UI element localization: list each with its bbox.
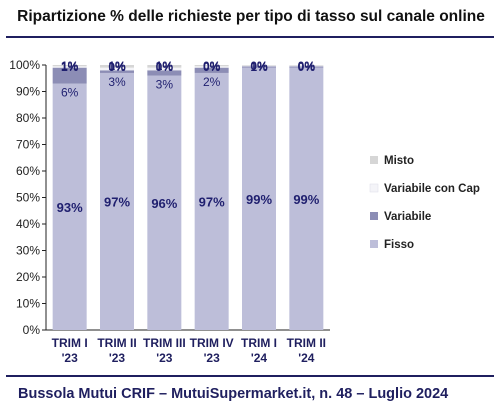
legend-label-fisso: Fisso [384, 239, 414, 251]
data-label-fisso: 99% [246, 192, 272, 207]
bar-segment-variabile [52, 67, 87, 84]
data-label-variabile: 6% [61, 86, 79, 100]
bar-segment-variabile [194, 67, 229, 73]
y-tick-label: 40% [16, 217, 40, 231]
legend-label-variabile-con-cap: Variabile con Cap [384, 183, 480, 195]
data-label-misto: 0% [203, 60, 221, 74]
bar-segment-variabile-con-cap [100, 67, 134, 71]
bar-segment-fisso [147, 75, 182, 330]
data-label-misto: 0% [156, 60, 174, 74]
bar-segment-variabile [100, 70, 134, 73]
y-tick-label: 70% [16, 138, 40, 152]
bar-segment-variabile [242, 66, 276, 68]
bar-segment-fisso [194, 72, 229, 330]
bar-segment-fisso [242, 67, 276, 331]
data-label-fisso: 96% [151, 196, 177, 211]
x-tick-label: TRIM II [287, 336, 326, 350]
bar-segment-misto [194, 65, 229, 67]
y-tick-label: 80% [16, 111, 40, 125]
data-label-fisso: 97% [104, 194, 130, 209]
stacked-bar-chart: 0% 10% 20% 30% 40% 50% 60% 70% 80% 90% 100% 93% 6% 1%… [9, 58, 480, 365]
x-tick-label: '24 [251, 351, 268, 365]
bar-segment-fisso [289, 67, 324, 331]
y-tick-label: 60% [16, 164, 40, 178]
bar-segment-variabile-con-cap [147, 67, 182, 71]
y-tick-label: 0% [23, 323, 41, 337]
legend-swatch-fisso [370, 240, 378, 248]
x-tick-label: '23 [109, 351, 126, 365]
y-tick-label: 100% [9, 58, 40, 72]
data-label-variabile-con-cap: 0% [298, 59, 316, 73]
x-tick-label: '23 [156, 351, 173, 365]
x-tick-label: '24 [298, 351, 315, 365]
x-tick-label: TRIM I [241, 336, 277, 350]
x-tick-label: TRIM I [52, 336, 88, 350]
bar-segment-misto [52, 65, 87, 67]
data-label-variabile: 3% [156, 78, 174, 92]
bar-segment-fisso [100, 72, 134, 330]
legend-swatch-variabile-con-cap [369, 183, 379, 193]
data-label-variabile-con-cap: 0% [250, 59, 268, 73]
footer-source: Bussola Mutui CRIF – MutuiSupermarket.it… [18, 386, 449, 402]
data-label-variabile: 3% [108, 75, 126, 89]
legend-label-misto: Misto [384, 155, 414, 167]
bar-segment-misto [147, 65, 182, 68]
x-tick-label: TRIM IV [190, 336, 234, 350]
bar-segment-misto [100, 65, 134, 68]
legend-swatch-variabile [370, 212, 378, 220]
y-tick-label: 50% [16, 191, 40, 205]
data-label-misto: 0% [108, 60, 126, 74]
chart-title: Ripartizione % delle richieste per tipo … [17, 8, 485, 25]
data-label-variabile-con-cap: 1% [108, 59, 126, 73]
bar-segment-variabile [147, 70, 182, 76]
x-tick-label: '23 [204, 351, 221, 365]
legend-swatch-misto [370, 156, 378, 164]
data-label-variabile-con-cap: 1% [156, 59, 174, 73]
data-label-misto: 1% [61, 60, 79, 74]
data-label-variabile-con-cap: 0% [203, 59, 221, 73]
data-label-fisso: 99% [293, 192, 319, 207]
data-label-fisso: 93% [57, 200, 83, 215]
bar-segment-variabile-con-cap [242, 65, 276, 67]
bar-segment-fisso [52, 83, 87, 330]
x-tick-label: TRIM III [143, 336, 186, 350]
y-tick-label: 30% [16, 244, 40, 258]
data-label-misto: 1% [250, 60, 268, 74]
bottom-divider [6, 375, 494, 377]
bar-segment-variabile-con-cap [52, 66, 87, 68]
data-label-fisso: 97% [199, 194, 225, 209]
data-label-variabile: 2% [203, 75, 221, 89]
bar-segment-variabile [289, 66, 324, 68]
bar-segment-misto [242, 65, 276, 66]
bar-segment-variabile-con-cap [289, 65, 324, 67]
y-tick-label: 90% [16, 85, 40, 99]
x-tick-label: '23 [62, 351, 79, 365]
y-tick-label: 10% [16, 297, 40, 311]
legend-label-variabile: Variabile [384, 211, 431, 223]
x-tick-label: TRIM II [97, 336, 136, 350]
bar-segment-variabile-con-cap [194, 66, 229, 68]
y-tick-label: 20% [16, 270, 40, 284]
data-label-variabile-con-cap: 1% [61, 59, 79, 73]
bar-segment-misto [289, 65, 324, 66]
data-label-misto: 0% [298, 60, 316, 74]
top-divider [6, 36, 494, 38]
